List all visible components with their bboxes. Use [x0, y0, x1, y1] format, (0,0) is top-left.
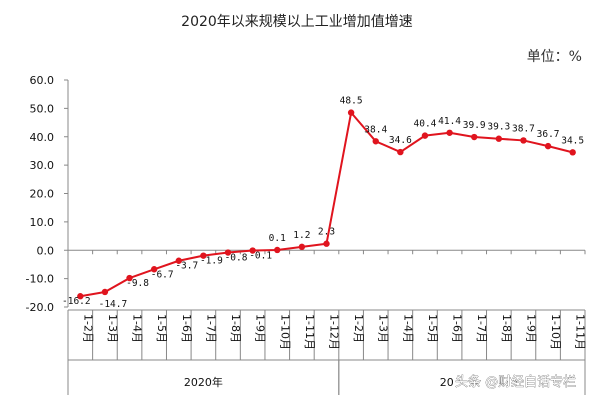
- x-tick-label: 1-2月: [81, 314, 94, 343]
- data-point: [77, 293, 84, 300]
- year-label: 20: [440, 376, 454, 389]
- y-tick-label: 0.0: [37, 244, 55, 257]
- x-tick-label: 1-2月: [352, 314, 365, 343]
- data-point: [249, 247, 256, 254]
- data-point: [347, 109, 355, 116]
- data-label: 36.7: [537, 129, 560, 140]
- data-label: 34.6: [389, 135, 412, 146]
- y-tick-label: 60.0: [30, 74, 55, 87]
- data-label: 48.5: [340, 96, 363, 107]
- data-point: [569, 149, 576, 156]
- x-tick-label: 1-5月: [426, 314, 439, 343]
- data-label: -9.8: [126, 278, 149, 289]
- data-point: [150, 266, 158, 273]
- x-tick-label: 1-7月: [204, 314, 217, 343]
- data-point: [520, 137, 527, 144]
- data-label: 1.2: [293, 230, 310, 241]
- data-label: 39.3: [487, 122, 510, 133]
- y-tick-label: 40.0: [30, 131, 55, 144]
- y-tick-label: 50.0: [30, 102, 55, 115]
- x-tick-label: 1-11月: [574, 314, 587, 350]
- x-tick-label: 1-6月: [180, 314, 193, 343]
- year-label: 2020年: [184, 375, 223, 389]
- data-point: [397, 148, 404, 156]
- data-point: [544, 142, 552, 150]
- data-point: [323, 240, 330, 247]
- data-label: -16.2: [62, 296, 91, 307]
- data-label: 2.3: [318, 227, 335, 238]
- data-point: [495, 135, 503, 142]
- data-point: [175, 257, 182, 264]
- data-point: [126, 274, 133, 282]
- data-label: -0.1: [249, 251, 272, 262]
- y-tick-label: 30.0: [30, 159, 55, 172]
- chart-title: 2020年以来规模以上工业增加值增速: [181, 14, 413, 30]
- data-label: -3.7: [175, 261, 198, 272]
- data-label: 38.4: [364, 124, 387, 135]
- data-labels: -16.2 -14.7 -9.8-6.7-3.7 -1.9 -0.8 -0.1 0.1 1.2…: [62, 96, 584, 310]
- year-groups: 2020年 20: [67, 360, 586, 395]
- data-point: [471, 133, 478, 141]
- data-point: [101, 288, 109, 296]
- x-tick-label: 1-5月: [155, 314, 168, 343]
- x-tick-label: 1-4月: [131, 314, 144, 343]
- data-point: [421, 132, 429, 139]
- data-label: -6.7: [151, 269, 174, 280]
- data-point: [446, 129, 453, 136]
- data-point: [224, 249, 232, 256]
- x-tick-label: 1-12月: [328, 314, 341, 350]
- x-tick-label: 1-11月: [303, 314, 316, 350]
- data-label: 40.4: [414, 119, 437, 130]
- data-label: 39.9: [463, 120, 486, 131]
- data-label: 41.4: [438, 116, 461, 127]
- data-point: [200, 252, 207, 259]
- y-tick-label: -20.0: [26, 301, 54, 314]
- y-tick-label: 20.0: [30, 188, 55, 201]
- unit-label: 单位：%: [527, 49, 582, 65]
- x-tick-label: 1-6月: [451, 314, 464, 343]
- x-tick-label: 1-8月: [229, 314, 242, 343]
- y-tick-label: -10.0: [26, 273, 54, 286]
- data-point: [372, 138, 379, 145]
- x-tick-label: 1-10月: [278, 314, 291, 350]
- data-point: [274, 246, 281, 254]
- data-label: -1.9: [200, 256, 223, 267]
- x-tick-label: 1-9月: [524, 314, 537, 343]
- data-label: -0.8: [225, 253, 248, 264]
- x-tick-label: 1-10月: [549, 314, 562, 350]
- x-tick-label: 1-4月: [401, 314, 414, 343]
- x-tick-label: 1-7月: [475, 314, 488, 343]
- x-tick-label: 1-3月: [106, 314, 119, 343]
- data-label: -14.7: [99, 299, 128, 310]
- x-tick-label: 1-3月: [377, 314, 390, 343]
- x-tick-label: 1-8月: [500, 314, 513, 343]
- data-series: [77, 109, 576, 300]
- y-tick-label: 10.0: [30, 216, 55, 229]
- data-label: 38.7: [512, 123, 535, 134]
- x-tick-label: 1-9月: [254, 314, 267, 343]
- x-axis: 1-2月 1-3月 1-4月 1-5月 1-6月 1-7月 1-8月 1-9月 1-10月 1-1…: [67, 249, 587, 361]
- data-label: 0.1: [269, 233, 286, 244]
- watermark-text: 头条 @财经白话专栏: [455, 374, 576, 390]
- watermark: 头条 @财经白话专栏: [455, 374, 577, 391]
- data-point: [298, 243, 306, 251]
- data-label: 34.5: [561, 135, 584, 146]
- y-axis: 60.0 50.0 40.0 30.0 20.0 10.0 0.0 -10.0 -20.0: [26, 74, 69, 314]
